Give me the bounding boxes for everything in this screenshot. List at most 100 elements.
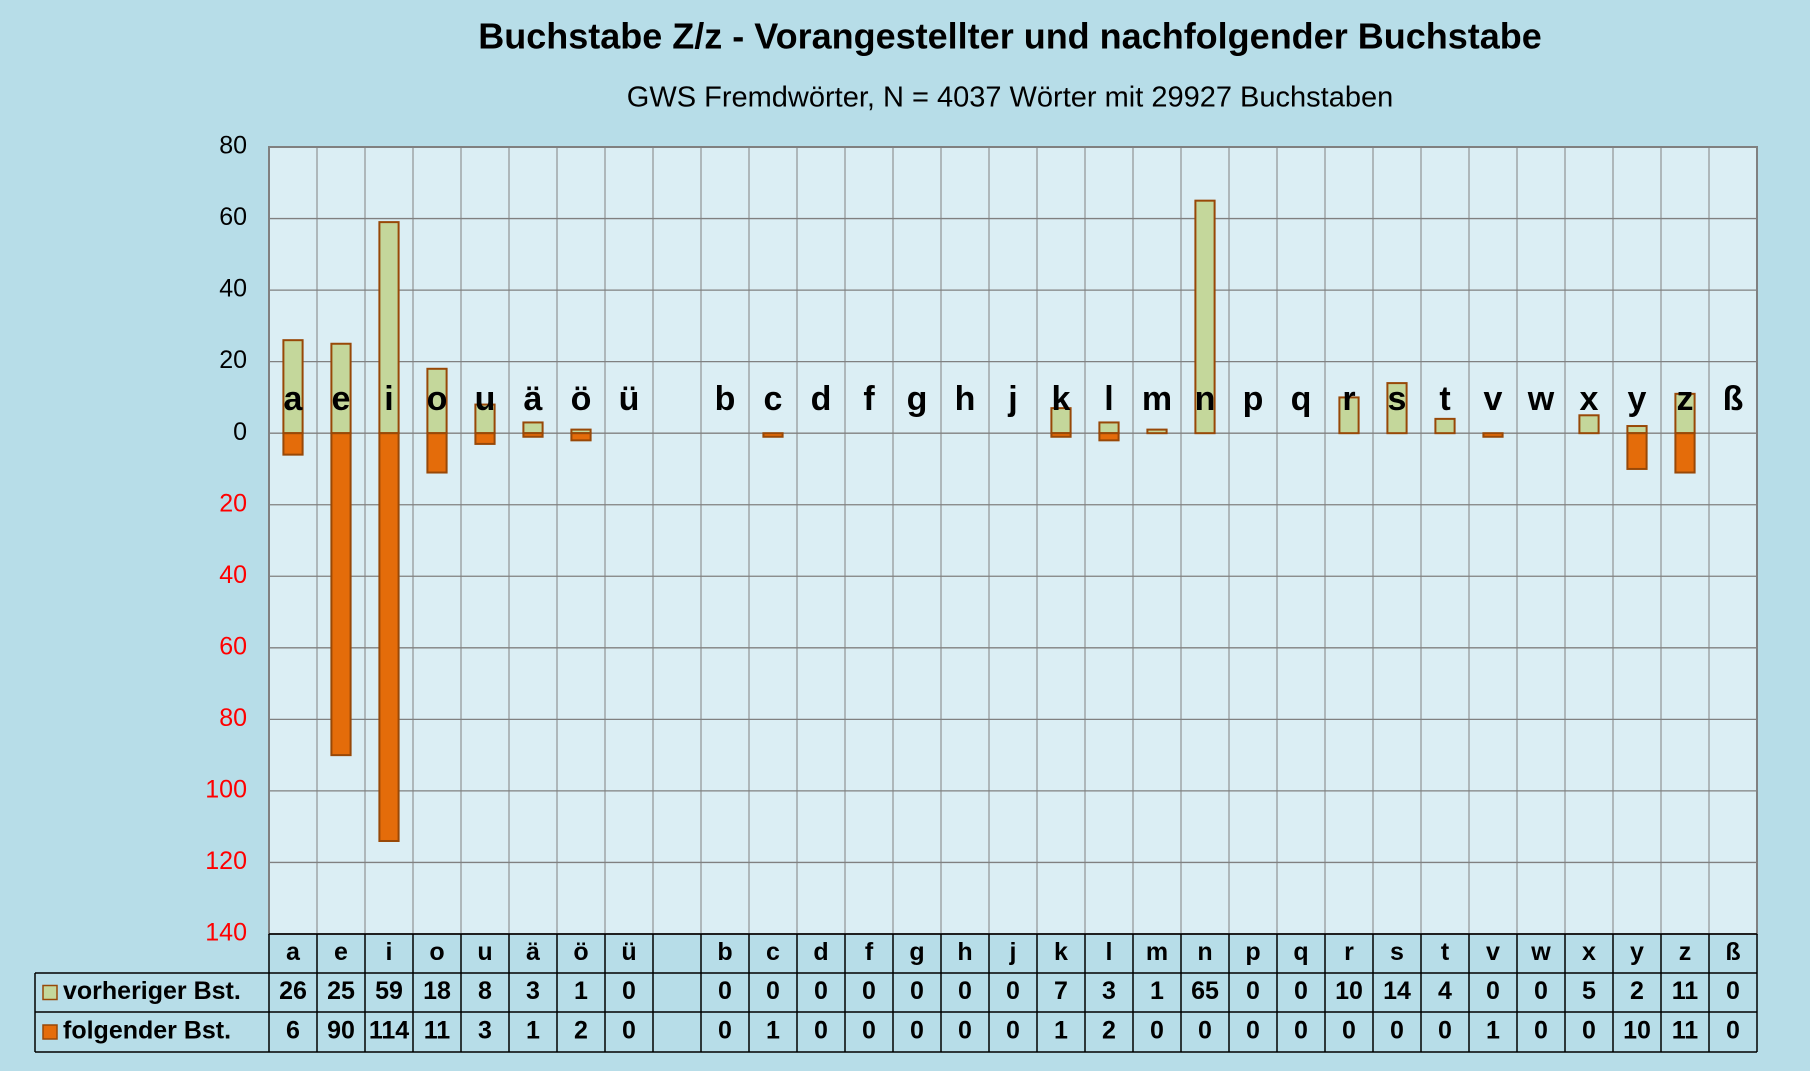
- bar: [1674, 432, 1696, 474]
- bar: [1434, 417, 1456, 435]
- table-value: 0: [862, 1017, 876, 1045]
- bar: [1194, 199, 1216, 435]
- x-tick-label: e: [334, 938, 348, 966]
- category-label: j: [1007, 380, 1017, 418]
- table-value: 0: [1342, 1017, 1356, 1045]
- category-label: e: [332, 380, 351, 418]
- x-tick-label: k: [1054, 938, 1068, 966]
- bar: [1386, 382, 1408, 435]
- table-value: 0: [910, 1017, 924, 1045]
- bar: [378, 432, 400, 842]
- x-tick-label: v: [1486, 938, 1500, 966]
- y-tick-label: 40: [219, 561, 247, 589]
- category-label: m: [1142, 380, 1172, 418]
- table-value: 10: [1623, 1017, 1651, 1045]
- x-tick-label: ö: [573, 938, 588, 966]
- table-value: 1: [526, 1017, 540, 1045]
- table-value: 0: [1534, 1017, 1548, 1045]
- x-tick-label: r: [1344, 938, 1354, 966]
- table-value: 1: [1054, 1017, 1068, 1045]
- table-value: 5: [1582, 977, 1596, 1005]
- y-tick-label: 20: [219, 489, 247, 517]
- x-tick-label: x: [1582, 938, 1596, 966]
- bar: [1050, 432, 1072, 438]
- bar: [1578, 414, 1600, 435]
- table-value: 18: [423, 977, 451, 1005]
- table-value: 11: [1672, 1017, 1699, 1045]
- table-value: 0: [718, 977, 732, 1005]
- category-label: ß: [1723, 380, 1744, 418]
- category-label: a: [284, 380, 304, 418]
- category-label: l: [1104, 380, 1113, 418]
- table-value: 3: [1102, 977, 1116, 1005]
- x-tick-label: p: [1245, 938, 1260, 966]
- y-tick-label: 80: [219, 132, 247, 160]
- x-tick-label: w: [1530, 938, 1551, 966]
- y-tick-label: 140: [205, 919, 247, 947]
- table-value: 90: [327, 1017, 355, 1045]
- y-tick-label: 80: [219, 704, 247, 732]
- x-tick-label: l: [1106, 938, 1113, 966]
- table-value: 1: [1486, 1017, 1500, 1045]
- y-tick-label: 120: [205, 847, 247, 875]
- category-label: u: [475, 380, 496, 418]
- table-value: 1: [574, 977, 588, 1005]
- table-value: 0: [718, 1017, 732, 1045]
- table-value: 1: [1150, 977, 1164, 1005]
- bar: [282, 432, 304, 456]
- table-value: 11: [1672, 977, 1699, 1005]
- table-value: 0: [1006, 1017, 1020, 1045]
- category-label: d: [811, 380, 832, 418]
- y-tick-label: 0: [233, 418, 247, 446]
- table-value: 7: [1054, 977, 1068, 1005]
- table-value: 6: [286, 1017, 300, 1045]
- table-value: 1: [766, 1017, 780, 1045]
- table-value: 0: [1486, 977, 1500, 1005]
- category-label: f: [863, 380, 875, 418]
- x-tick-label: ß: [1725, 938, 1740, 966]
- x-tick-label: c: [766, 938, 780, 966]
- x-tick-label: n: [1197, 938, 1212, 966]
- category-label: c: [764, 380, 783, 418]
- x-tick-label: h: [957, 938, 972, 966]
- table-value: 2: [1630, 977, 1644, 1005]
- table-value: 10: [1335, 977, 1363, 1005]
- table-value: 0: [1294, 1017, 1308, 1045]
- table-value: 0: [1582, 1017, 1596, 1045]
- table-value: 0: [862, 977, 876, 1005]
- table-value: 0: [1246, 1017, 1260, 1045]
- category-label: w: [1527, 380, 1555, 418]
- table-value: 0: [1726, 1017, 1740, 1045]
- bar: [1626, 432, 1648, 470]
- table-value: 0: [958, 1017, 972, 1045]
- bar: [522, 421, 544, 435]
- x-tick-label: b: [717, 938, 732, 966]
- x-tick-label: y: [1630, 938, 1644, 966]
- table-value: 0: [1534, 977, 1548, 1005]
- y-tick-label: 40: [219, 275, 247, 303]
- table-value: 2: [574, 1017, 588, 1045]
- y-tick-label: 60: [219, 203, 247, 231]
- table-value: 14: [1383, 977, 1411, 1005]
- table-value: 11: [424, 1017, 451, 1045]
- x-tick-label: d: [813, 938, 828, 966]
- category-label: z: [1677, 380, 1694, 418]
- table-value: 0: [1726, 977, 1740, 1005]
- table-value: 114: [369, 1017, 409, 1045]
- table-value: 0: [1294, 977, 1308, 1005]
- category-label: q: [1291, 380, 1312, 418]
- category-label: g: [907, 380, 928, 418]
- table-value: 0: [1438, 1017, 1452, 1045]
- bar: [1482, 432, 1504, 438]
- x-tick-label: g: [909, 938, 924, 966]
- table-value: 0: [814, 977, 828, 1005]
- bar: [426, 432, 448, 474]
- x-tick-label: m: [1146, 938, 1168, 966]
- table-value: 25: [327, 977, 355, 1005]
- category-label: n: [1195, 380, 1216, 418]
- legend-swatch: [42, 1024, 58, 1040]
- category-label: p: [1243, 380, 1264, 418]
- bar: [1338, 396, 1360, 435]
- legend-swatch: [42, 984, 58, 1001]
